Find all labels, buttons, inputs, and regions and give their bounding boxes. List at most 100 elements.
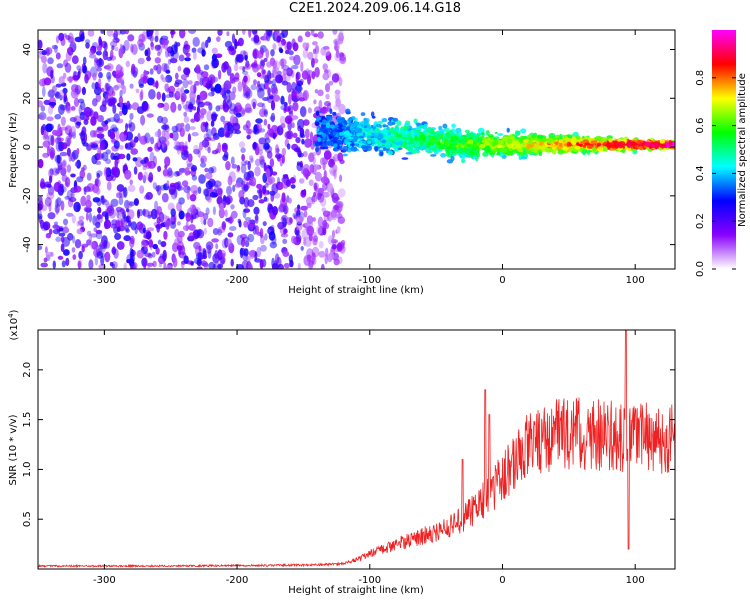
spectrogram-noise-blob bbox=[208, 74, 216, 85]
x-tick-label: -100 bbox=[358, 275, 381, 286]
spectrogram-noise-blob bbox=[174, 82, 180, 88]
spectrogram-signal-blob bbox=[481, 132, 485, 136]
spectrogram-noise-blob bbox=[76, 121, 82, 126]
spectrogram-noise-blob bbox=[157, 165, 162, 172]
spectrogram-noise-blob bbox=[311, 195, 318, 203]
spectrogram-noise-blob bbox=[228, 45, 235, 51]
spectrogram-noise-blob bbox=[52, 228, 61, 235]
spectrogram-noise-blob bbox=[313, 191, 317, 197]
spectrogram-noise-blob bbox=[272, 206, 278, 216]
spectrogram-noise-blob bbox=[164, 156, 171, 167]
spectrogram-noise-blob bbox=[289, 259, 294, 268]
spectrogram-noise-blob bbox=[187, 153, 193, 163]
spectrogram-noise-blob bbox=[307, 74, 311, 85]
spectrogram-noise-blob bbox=[55, 168, 60, 174]
spectrogram-noise-blob bbox=[200, 162, 207, 168]
spectrogram-noise-blob bbox=[47, 212, 56, 220]
spectrogram-noise-blob bbox=[286, 82, 292, 93]
spectrogram-signal-blob bbox=[377, 133, 384, 140]
spectrogram-noise-blob bbox=[220, 115, 226, 123]
spectrogram-noise-blob bbox=[231, 33, 236, 44]
spectrogram-noise-blob bbox=[300, 246, 304, 251]
spectrogram-noise-blob bbox=[263, 143, 270, 150]
spectrogram-noise-blob bbox=[186, 158, 192, 167]
spectrogram-noise-blob bbox=[176, 145, 181, 155]
spectrogram-noise-blob bbox=[131, 44, 138, 55]
spectrogram-noise-blob bbox=[50, 75, 55, 84]
spectrogram-noise-blob bbox=[332, 164, 338, 173]
colorbar-tick-label: 0.8 bbox=[695, 70, 706, 86]
spectrogram-noise-blob bbox=[332, 30, 338, 35]
spectrogram-noise-blob bbox=[288, 50, 294, 56]
spectrogram-noise-blob bbox=[199, 70, 204, 75]
spectrogram-noise-blob bbox=[252, 226, 257, 235]
spectrogram-noise-blob bbox=[272, 132, 276, 140]
spectrogram-noise-blob bbox=[251, 251, 256, 256]
spectrogram-noise-blob bbox=[167, 170, 174, 178]
spectrogram-noise-blob bbox=[66, 164, 72, 173]
spectrogram-signal-blob bbox=[566, 142, 572, 147]
spectrogram-signal-blob bbox=[532, 152, 538, 156]
spectrogram-noise-blob bbox=[263, 118, 268, 126]
spectrogram-noise-blob bbox=[322, 210, 331, 217]
spectrogram-noise-blob bbox=[295, 137, 301, 144]
spectrogram-noise-blob bbox=[101, 151, 109, 162]
spectrogram-signal-blob bbox=[508, 143, 512, 149]
spectrogram-noise-blob bbox=[246, 134, 251, 140]
spectrogram-noise-blob bbox=[176, 245, 183, 250]
spectrogram-noise-blob bbox=[147, 30, 154, 37]
spectrogram-signal-blob bbox=[562, 147, 569, 151]
spectrogram-noise-blob bbox=[84, 70, 92, 81]
spectrogram-noise-blob bbox=[232, 184, 236, 192]
spectrogram-noise-blob bbox=[328, 80, 334, 86]
spectrogram-noise-blob bbox=[334, 89, 341, 101]
spectrogram-noise-blob bbox=[64, 125, 73, 136]
spectrogram-noise-blob bbox=[301, 70, 309, 80]
spectrogram-noise-blob bbox=[47, 185, 55, 196]
spectrogram-noise-blob bbox=[300, 205, 308, 211]
spectrogram-signal-blob bbox=[590, 140, 598, 145]
spectrogram-signal-blob bbox=[408, 140, 414, 143]
spectrogram-noise-blob bbox=[305, 68, 310, 79]
spectrogram-noise-blob bbox=[58, 32, 65, 42]
spectrogram-signal-blob bbox=[484, 142, 490, 146]
spectrogram-noise-blob bbox=[173, 170, 180, 177]
spectrogram-signal-blob bbox=[367, 130, 372, 135]
spectrogram-noise-blob bbox=[82, 116, 90, 121]
spectrogram-noise-blob bbox=[56, 197, 62, 207]
spectrogram-noise-blob bbox=[317, 89, 324, 97]
spectrogram-frame bbox=[37, 29, 676, 270]
spectrogram-noise-blob bbox=[96, 58, 105, 68]
spectrogram-noise-blob bbox=[129, 112, 134, 120]
spectrogram-noise-blob bbox=[217, 264, 224, 269]
spectrogram-noise-blob bbox=[234, 182, 243, 188]
spectrogram-signal-blob bbox=[401, 157, 409, 160]
spectrogram-noise-blob bbox=[338, 103, 346, 115]
spectrogram-noise-blob bbox=[181, 144, 189, 151]
spectrogram-noise-blob bbox=[192, 36, 200, 47]
spectrogram-noise-blob bbox=[282, 65, 290, 71]
spectrogram-signal-blob bbox=[358, 135, 364, 139]
spectrogram-noise-blob bbox=[91, 143, 99, 150]
spectrogram-signal-blob bbox=[617, 145, 625, 149]
spectrogram-noise-blob bbox=[322, 72, 330, 81]
spectrogram-noise-blob bbox=[312, 217, 317, 222]
spectrogram-noise-blob bbox=[127, 184, 136, 192]
spectrogram-noise-blob bbox=[89, 50, 94, 56]
spectrogram-noise-blob bbox=[38, 53, 43, 60]
spectrogram-noise-blob bbox=[106, 63, 114, 72]
spectrogram-signal-blob bbox=[552, 136, 556, 140]
spectrogram-signal-blob bbox=[407, 132, 411, 139]
spectrogram-noise-blob bbox=[307, 107, 312, 114]
spectrogram-noise-blob bbox=[42, 221, 51, 231]
spectrogram-noise-blob bbox=[135, 88, 140, 94]
spectrogram-signal-blob bbox=[536, 134, 544, 139]
spectrogram-noise-blob bbox=[174, 237, 181, 247]
spectrogram-noise-blob bbox=[53, 181, 62, 193]
spectrogram-noise-blob bbox=[116, 209, 120, 219]
spectrogram-noise-blob bbox=[78, 98, 85, 104]
spectrogram-noise-blob bbox=[337, 188, 346, 198]
spectrogram-noise-blob bbox=[119, 43, 123, 50]
spectrogram-noise-blob bbox=[240, 50, 246, 56]
spectrogram-noise-blob bbox=[93, 140, 100, 145]
